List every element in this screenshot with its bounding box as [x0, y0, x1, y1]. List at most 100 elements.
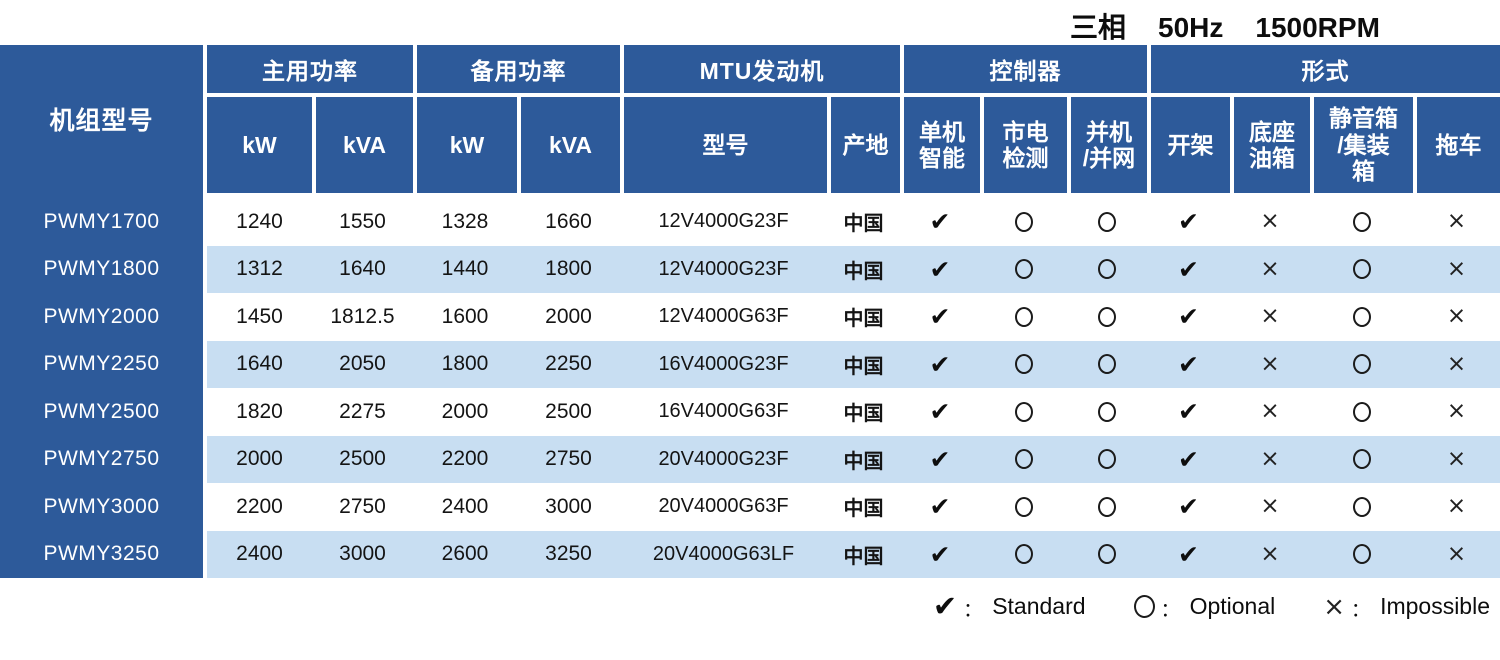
engine-model-value: 12V4000G23F [658, 210, 789, 233]
sub-header-trailer: 拖车 [1413, 97, 1500, 193]
cross-icon [1447, 543, 1466, 566]
check-icon [930, 257, 951, 282]
cross-icon [1260, 448, 1279, 471]
cross-icon [1447, 448, 1466, 471]
flag-cell [980, 388, 1067, 436]
check-icon [1178, 304, 1199, 329]
check-icon [930, 447, 951, 472]
legend-separator: ： [1351, 600, 1371, 621]
origin-value: 中国 [843, 545, 884, 568]
model-label: PWMY2000 [43, 304, 160, 328]
circle-icon [1098, 211, 1116, 232]
legend-item-optional: ： Optional [1133, 591, 1275, 622]
cross-icon [1447, 400, 1466, 423]
prime-kw-value: 2200 [236, 494, 283, 518]
standby-kva-value: 3000 [545, 494, 592, 518]
sub-header-base-tank: 底座 油箱 [1230, 97, 1310, 193]
prime-kw-value: 2000 [236, 447, 283, 471]
prime-kw-value: 2400 [236, 542, 283, 566]
flag-cell [1310, 341, 1413, 389]
flag-cell [1147, 293, 1230, 341]
engine-model-value: 20V4000G63LF [652, 542, 795, 565]
flag-cell [1230, 483, 1310, 531]
table-row: 1640 2050 1800 2250 16V4000G23F 中国 [207, 340, 1500, 389]
standby-kva-value: 2750 [545, 447, 592, 471]
flag-cell [1230, 198, 1310, 246]
flag-cell [1230, 531, 1310, 579]
circle-icon [1098, 354, 1116, 375]
flag-cell [980, 341, 1067, 389]
cross-icon [1447, 305, 1466, 328]
flag-cell [980, 531, 1067, 579]
model-column: 机组型号 PWMY1700 PWMY1800 PWMY2000 PWMY2250… [0, 45, 203, 578]
flag-cell [1230, 293, 1310, 341]
group-header-controller: 控制器 [900, 45, 1147, 93]
check-icon [1178, 542, 1199, 567]
origin-value: 中国 [843, 403, 884, 426]
model-label: PWMY2250 [43, 352, 160, 376]
flag-cell [1067, 246, 1147, 294]
legend: ： Standard ： Optional ： Impossible [933, 591, 1490, 622]
flag-cell [1067, 531, 1147, 579]
flag-cell [1067, 483, 1147, 531]
circle-icon [1014, 449, 1033, 470]
spec-table: 机组型号 PWMY1700 PWMY1800 PWMY2000 PWMY2250… [0, 45, 1500, 578]
flag-cell [900, 531, 980, 579]
sub-header-origin: 产地 [827, 97, 900, 193]
rating-title: 三相 50Hz 1500RPM [1070, 6, 1380, 46]
standby-kw-value: 2600 [441, 542, 489, 566]
check-icon [930, 542, 951, 567]
sub-header-open-frame: 开架 [1147, 97, 1230, 193]
cross-icon [1260, 210, 1279, 233]
model-column-body: PWMY1700 PWMY1800 PWMY2000 PWMY2250 PWMY… [0, 198, 203, 578]
check-icon [930, 399, 951, 424]
flag-cell [1230, 246, 1310, 294]
cross-icon [1323, 594, 1345, 620]
standby-kva-value: 2250 [545, 352, 592, 376]
legend-separator: ： [1160, 600, 1180, 621]
check-icon [933, 592, 957, 621]
flag-cell [1413, 341, 1500, 389]
flag-cell [1413, 246, 1500, 294]
flag-cell [1067, 388, 1147, 436]
table-body: 1240 1550 1328 1660 12V4000G23F 中国 1312 [207, 198, 1500, 578]
circle-icon [1133, 595, 1155, 618]
prime-kw-value: 1450 [236, 304, 283, 328]
flag-cell [900, 341, 980, 389]
circle-icon [1098, 306, 1116, 327]
cross-icon [1260, 258, 1279, 281]
circle-icon [1352, 354, 1371, 375]
circle-icon [1014, 306, 1033, 327]
group-header-standby-power: 备用功率 [413, 45, 620, 93]
flag-cell [1310, 531, 1413, 579]
flag-cell [1067, 436, 1147, 484]
circle-icon [1014, 259, 1033, 280]
sub-header-silent-box: 静音箱 /集装 箱 [1310, 97, 1413, 193]
sub-header-mains-detect: 市电 检测 [980, 97, 1067, 193]
circle-icon [1352, 544, 1371, 565]
flag-cell [1310, 436, 1413, 484]
standby-kva-value: 2000 [545, 304, 592, 328]
model-label: PWMY1700 [43, 209, 160, 233]
table-row: 2000 2500 2200 2750 20V4000G23F 中国 [207, 435, 1500, 484]
flag-cell [900, 293, 980, 341]
check-icon [1178, 447, 1199, 472]
model-column-header: 机组型号 [49, 107, 154, 135]
circle-icon [1014, 354, 1033, 375]
flag-cell [1413, 436, 1500, 484]
table-row: 1240 1550 1328 1660 12V4000G23F 中国 [207, 198, 1500, 246]
standby-kw-value: 2000 [441, 399, 489, 423]
flag-cell [1067, 293, 1147, 341]
circle-icon [1098, 259, 1116, 280]
check-icon [930, 304, 951, 329]
circle-icon [1098, 496, 1116, 517]
flag-cell [1230, 436, 1310, 484]
flag-cell [1310, 388, 1413, 436]
engine-model-value: 16V4000G23F [658, 352, 789, 375]
cross-icon [1260, 353, 1279, 376]
circle-icon [1098, 449, 1116, 470]
check-icon [930, 494, 951, 519]
model-label: PWMY3250 [43, 542, 160, 566]
cross-icon [1260, 305, 1279, 328]
